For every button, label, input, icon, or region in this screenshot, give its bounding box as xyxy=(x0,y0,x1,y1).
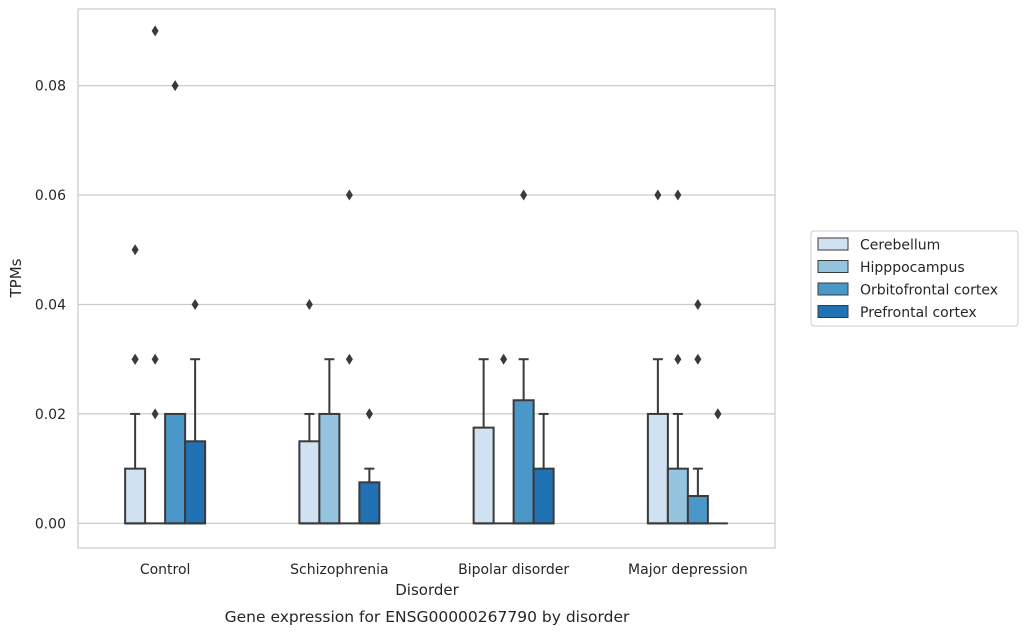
legend-label: Prefrontal cortex xyxy=(860,305,977,321)
outlier-marker xyxy=(345,189,353,201)
outlier-marker xyxy=(305,298,313,310)
box-body xyxy=(472,426,495,525)
y-tick-labels: 0.00 0.02 0.04 0.06 0.08 xyxy=(35,79,66,533)
legend-swatch xyxy=(817,260,849,273)
outlier-marker xyxy=(654,189,662,201)
outlier-marker xyxy=(171,80,179,92)
box-group xyxy=(707,408,728,525)
legend-swatch xyxy=(817,237,849,251)
legend: Cerebellum Hipppocampus Orbitofrontal cort… xyxy=(810,230,1019,327)
outlier-marker xyxy=(674,353,682,365)
box-body xyxy=(298,440,321,525)
outlier-marker xyxy=(191,298,199,310)
legend-label: Cerebellum xyxy=(860,238,940,254)
box-group xyxy=(686,298,709,525)
outlier-marker xyxy=(365,408,373,420)
box-group xyxy=(184,298,207,525)
legend-label: Orbitofrontal cortex xyxy=(860,283,998,299)
outlier-marker xyxy=(151,353,159,365)
box-group xyxy=(164,80,187,525)
x-tick-label: Control xyxy=(140,562,191,578)
outlier-marker xyxy=(131,353,139,365)
box-group xyxy=(124,244,147,525)
legend-frame xyxy=(810,230,1019,327)
x-tick-label: Bipolar disorder xyxy=(458,562,569,578)
box-group xyxy=(145,25,166,525)
box-body xyxy=(666,467,689,525)
box-group xyxy=(512,189,535,525)
y-tick-label: 0.08 xyxy=(35,79,66,95)
legend-swatch xyxy=(817,305,849,318)
legend-items: Cerebellum Hipppocampus Orbitofrontal cort… xyxy=(817,237,998,321)
box-group xyxy=(472,358,495,525)
plot-frame xyxy=(77,8,776,549)
box-body xyxy=(646,412,669,525)
box-body xyxy=(184,440,207,525)
box-group xyxy=(666,189,689,525)
box-body xyxy=(358,481,381,525)
box-body xyxy=(686,495,709,525)
outlier-marker xyxy=(131,244,139,256)
box-group xyxy=(493,353,514,525)
box-group xyxy=(358,408,381,525)
outlier-marker xyxy=(714,408,722,420)
y-tick-label: 0.06 xyxy=(35,188,66,204)
box-body xyxy=(318,412,341,525)
box-layer xyxy=(124,25,728,525)
outlier-marker xyxy=(151,25,159,37)
outlier-marker xyxy=(520,189,528,201)
legend-label: Hipppocampus xyxy=(860,260,965,276)
box-group xyxy=(532,412,555,525)
box-body xyxy=(532,467,555,525)
box-group xyxy=(318,358,341,525)
legend-swatch xyxy=(817,282,849,296)
x-tick-label: Schizophrenia xyxy=(290,562,388,578)
y-tick-label: 0.00 xyxy=(35,516,66,532)
box-body xyxy=(512,399,535,525)
x-tick-label: Major depression xyxy=(628,562,748,578)
outlier-marker xyxy=(345,353,353,365)
outlier-marker xyxy=(500,353,508,365)
chart-caption: Gene expression for ENSG00000267790 by d… xyxy=(225,608,630,626)
outlier-marker xyxy=(694,353,702,365)
outlier-marker xyxy=(151,408,159,420)
outlier-marker xyxy=(694,298,702,310)
y-axis-label: TPMs xyxy=(7,258,25,298)
box-group xyxy=(646,189,669,525)
box-group xyxy=(298,298,321,525)
x-tick-labels: Control Schizophrenia Bipolar disorder Majo… xyxy=(140,562,748,578)
x-axis-label: Disorder xyxy=(395,581,459,599)
box-group xyxy=(339,189,360,525)
box-body xyxy=(124,467,147,525)
box-body xyxy=(164,412,187,525)
y-tick-label: 0.04 xyxy=(35,297,66,313)
y-tick-label: 0.02 xyxy=(35,407,66,423)
outlier-marker xyxy=(674,189,682,201)
